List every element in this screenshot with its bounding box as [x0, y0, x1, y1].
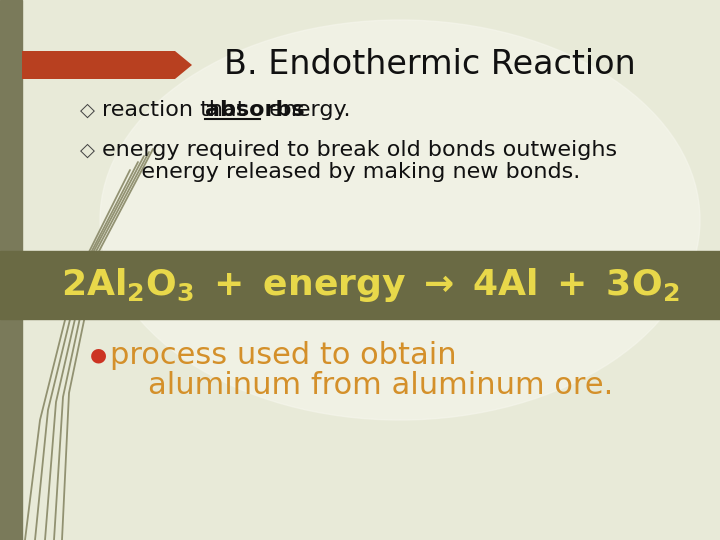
- Text: energy released by making new bonds.: energy released by making new bonds.: [120, 162, 580, 182]
- Bar: [0, 251, 720, 319]
- Polygon shape: [22, 51, 192, 79]
- Ellipse shape: [100, 20, 700, 420]
- Text: energy required to break old bonds outweighs: energy required to break old bonds outwe…: [102, 140, 617, 160]
- Bar: [0, 0, 22, 540]
- Text: energy.: energy.: [262, 100, 351, 120]
- Text: process used to obtain: process used to obtain: [110, 341, 456, 369]
- Text: absorbs: absorbs: [205, 100, 305, 120]
- Text: ◇: ◇: [80, 100, 95, 119]
- Text: ●: ●: [90, 346, 107, 365]
- Text: B. Endothermic Reaction: B. Endothermic Reaction: [224, 49, 636, 82]
- Text: aluminum from aluminum ore.: aluminum from aluminum ore.: [148, 370, 613, 400]
- Text: ◇: ◇: [80, 140, 95, 159]
- Text: $\mathbf{2Al_2O_3}$$\mathbf{\ +\ energy\ \rightarrow\ 4Al\ +\ 3O_2}$: $\mathbf{2Al_2O_3}$$\mathbf{\ +\ energy\…: [60, 266, 679, 304]
- Text: reaction that: reaction that: [102, 100, 253, 120]
